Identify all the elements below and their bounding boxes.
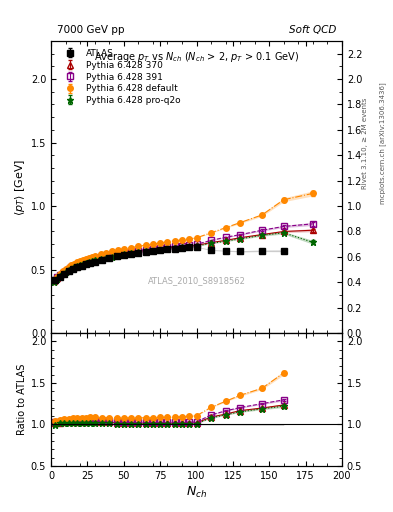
Text: Average $p_T$ vs $N_{ch}$ ($N_{ch}$ > 2, $p_T$ > 0.1 GeV): Average $p_T$ vs $N_{ch}$ ($N_{ch}$ > 2,… xyxy=(94,50,299,63)
Text: Soft QCD: Soft QCD xyxy=(289,25,336,35)
Y-axis label: $\langle p_T \rangle$ [GeV]: $\langle p_T \rangle$ [GeV] xyxy=(13,158,27,216)
Text: ATLAS_2010_S8918562: ATLAS_2010_S8918562 xyxy=(147,276,246,285)
X-axis label: $N_{ch}$: $N_{ch}$ xyxy=(186,485,207,500)
Text: 7000 GeV pp: 7000 GeV pp xyxy=(57,25,125,35)
Legend: ATLAS, Pythia 6.428 370, Pythia 6.428 391, Pythia 6.428 default, Pythia 6.428 pr: ATLAS, Pythia 6.428 370, Pythia 6.428 39… xyxy=(55,46,185,109)
Y-axis label: Ratio to ATLAS: Ratio to ATLAS xyxy=(17,364,27,435)
Text: mcplots.cern.ch [arXiv:1306.3436]: mcplots.cern.ch [arXiv:1306.3436] xyxy=(379,82,386,204)
Text: Rivet 3.1.10, ≥ 2M events: Rivet 3.1.10, ≥ 2M events xyxy=(362,98,367,189)
